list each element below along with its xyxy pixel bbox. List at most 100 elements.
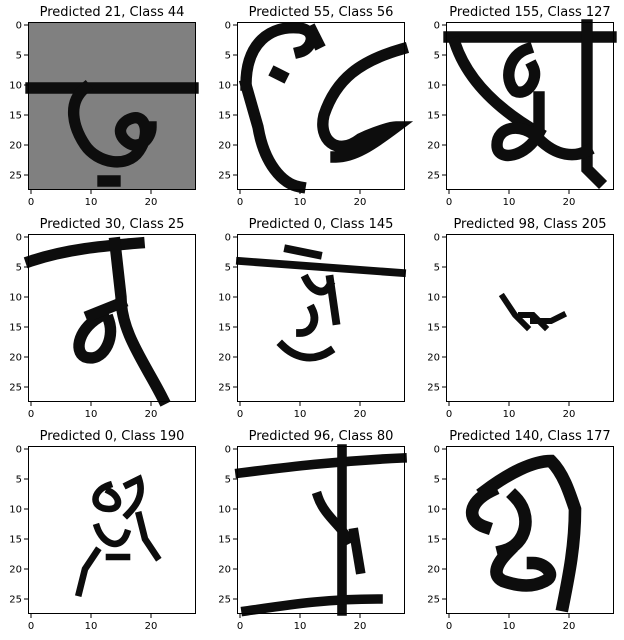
image-background — [28, 446, 196, 614]
x-tick-label: 10 — [503, 621, 516, 632]
y-tick-label: 25 — [427, 171, 440, 182]
y-tick-label: 0 — [225, 233, 231, 244]
x-tick-label: 20 — [145, 621, 158, 632]
x-tick-label: 0 — [237, 409, 243, 420]
x-tick-label: 10 — [85, 409, 98, 420]
y-tick-label: 10 — [9, 505, 22, 516]
y-tick-label: 10 — [427, 505, 440, 516]
panel-title: Predicted 55, Class 56 — [249, 5, 394, 20]
y-tick-label: 20 — [9, 353, 22, 364]
y-tick-label: 0 — [225, 21, 231, 32]
panel-6: Predicted 98, Class 205 0 10 20 0 5 10 15 20 25 — [427, 217, 614, 420]
x-tick-label: 20 — [145, 409, 158, 420]
panel-8: Predicted 96, Class 80 0 10 20 0 5 10 15 20 25 — [218, 429, 405, 632]
x-tick-label: 10 — [294, 621, 307, 632]
y-tick-label: 15 — [9, 535, 22, 546]
x-tick-label: 0 — [28, 621, 34, 632]
glyph-stroke — [312, 31, 318, 43]
y-tick-label: 20 — [427, 353, 440, 364]
y-tick-label: 20 — [9, 141, 22, 152]
panel-2: Predicted 55, Class 56 0 10 20 0 5 10 15 20 25 — [218, 5, 405, 208]
glyph-stroke — [354, 533, 360, 569]
y-tick-label: 25 — [218, 171, 231, 182]
y-tick-label: 5 — [225, 51, 231, 62]
y-tick-label: 5 — [434, 51, 440, 62]
y-tick-label: 5 — [16, 475, 22, 486]
y-tick-label: 25 — [9, 595, 22, 606]
x-tick-label: 20 — [145, 197, 158, 208]
y-tick-label: 0 — [434, 445, 440, 456]
y-tick-label: 25 — [427, 595, 440, 606]
y-tick-label: 10 — [9, 293, 22, 304]
x-tick-label: 10 — [294, 409, 307, 420]
y-tick-label: 5 — [225, 475, 231, 486]
y-tick-label: 10 — [218, 293, 231, 304]
panel-title: Predicted 21, Class 44 — [40, 5, 185, 20]
y-tick-label: 25 — [9, 171, 22, 182]
y-tick-label: 15 — [427, 535, 440, 546]
y-tick-label: 15 — [427, 111, 440, 122]
y-tick-label: 20 — [218, 353, 231, 364]
y-tick-label: 20 — [218, 565, 231, 576]
y-tick-label: 15 — [218, 323, 231, 334]
y-tick-label: 10 — [218, 505, 231, 516]
x-tick-label: 0 — [237, 621, 243, 632]
x-tick-label: 10 — [294, 197, 307, 208]
y-tick-label: 0 — [434, 233, 440, 244]
x-tick-label: 0 — [237, 197, 243, 208]
y-tick-label: 25 — [218, 383, 231, 394]
x-tick-label: 0 — [446, 197, 452, 208]
panel-title: Predicted 30, Class 25 — [40, 217, 185, 232]
y-tick-label: 10 — [9, 81, 22, 92]
x-tick-label: 20 — [354, 197, 367, 208]
y-tick-label: 0 — [434, 21, 440, 32]
y-tick-label: 15 — [9, 111, 22, 122]
panel-7: Predicted 0, Class 190 0 10 20 0 5 10 15 20 25 — [9, 429, 196, 632]
y-tick-label: 0 — [16, 445, 22, 456]
y-tick-label: 10 — [427, 293, 440, 304]
glyph-stroke — [276, 73, 282, 76]
panel-title: Predicted 96, Class 80 — [249, 429, 394, 444]
x-tick-label: 20 — [563, 409, 576, 420]
y-tick-label: 5 — [225, 263, 231, 274]
panel-title: Predicted 0, Class 190 — [40, 429, 185, 444]
panel-title: Predicted 0, Class 145 — [249, 217, 394, 232]
y-tick-label: 20 — [218, 141, 231, 152]
y-tick-label: 0 — [16, 21, 22, 32]
y-tick-label: 0 — [16, 233, 22, 244]
x-tick-label: 0 — [28, 409, 34, 420]
x-tick-label: 0 — [28, 197, 34, 208]
y-tick-label: 5 — [434, 263, 440, 274]
y-tick-label: 0 — [225, 445, 231, 456]
panel-1: Predicted 21, Class 44 0 10 20 0 5 10 15 20 25 — [9, 5, 196, 208]
x-tick-label: 0 — [446, 621, 452, 632]
x-tick-label: 10 — [503, 409, 516, 420]
y-tick-label: 25 — [427, 383, 440, 394]
x-tick-label: 20 — [354, 621, 367, 632]
y-tick-label: 25 — [9, 383, 22, 394]
panel-9: Predicted 140, Class 1770 10 200510152025 — [427, 429, 614, 632]
panel-4: Predicted 30, Class 25 0 10 20 0 5 10 15 20 25 — [9, 217, 196, 420]
x-tick-label: 10 — [503, 197, 516, 208]
x-tick-label: 20 — [354, 409, 367, 420]
y-tick-label: 20 — [427, 141, 440, 152]
y-tick-label: 15 — [218, 535, 231, 546]
panel-5: Predicted 0, Class 145 0 10 20 0 5 10 15 20 25 — [218, 217, 405, 420]
y-tick-label: 5 — [434, 475, 440, 486]
y-tick-label: 10 — [218, 81, 231, 92]
y-tick-label: 15 — [9, 323, 22, 334]
y-tick-label: 20 — [9, 565, 22, 576]
x-tick-label: 20 — [563, 197, 576, 208]
y-tick-label: 20 — [427, 565, 440, 576]
x-tick-label: 20 — [563, 621, 576, 632]
panel-title: Predicted 155, Class 127 — [449, 5, 610, 20]
y-tick-label: 5 — [16, 51, 22, 62]
y-tick-label: 25 — [218, 595, 231, 606]
x-tick-label: 10 — [85, 621, 98, 632]
y-tick-label: 5 — [16, 263, 22, 274]
y-tick-label: 15 — [218, 111, 231, 122]
y-tick-label: 10 — [427, 81, 440, 92]
x-tick-label: 10 — [85, 197, 98, 208]
panel-title: Predicted 98, Class 205 — [453, 217, 606, 232]
